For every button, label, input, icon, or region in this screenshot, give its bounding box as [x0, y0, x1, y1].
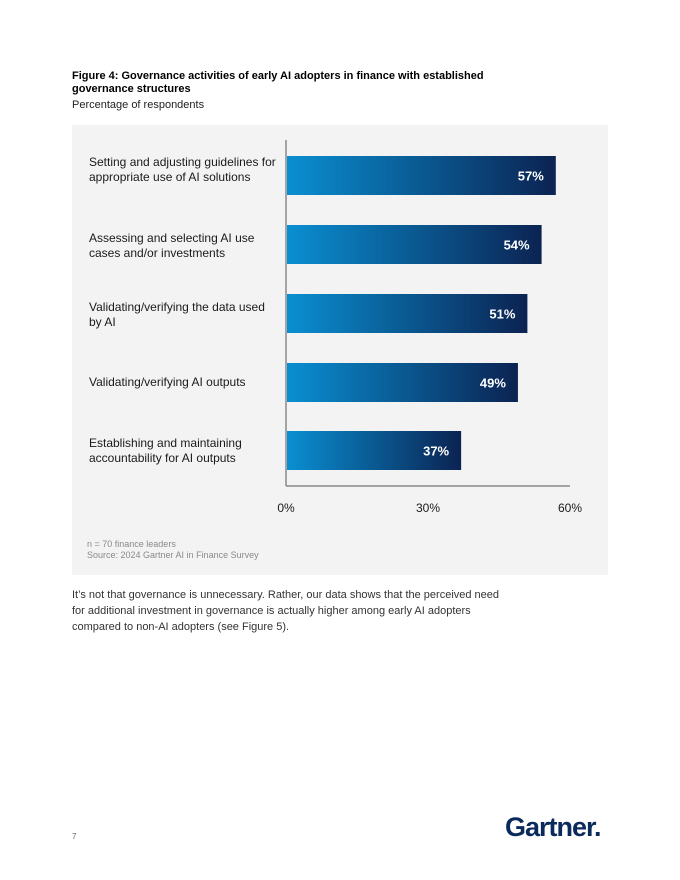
page-number: 7	[72, 832, 77, 841]
bar-0	[287, 156, 556, 195]
bar-value-label-2: 51%	[489, 307, 515, 322]
sample-note: n = 70 finance leaders	[87, 539, 176, 549]
bar-1	[287, 225, 542, 264]
chart-panel: Setting and adjusting guidelines for app…	[72, 125, 608, 575]
category-label-outputs: Validating/verifying AI outputs	[89, 375, 246, 389]
x-tick-label-0: 0%	[277, 501, 295, 515]
bar-4	[287, 431, 462, 470]
category-label-guidelines: Setting and adjusting guidelines for app…	[89, 155, 276, 184]
bar-3	[287, 363, 518, 402]
source-note: Source: 2024 Gartner AI in Finance Surve…	[87, 550, 259, 560]
gartner-logo: Gartner.	[505, 812, 602, 842]
bar-chart: 57% 54% 51% 49% 37% 0% 30% 60%	[277, 140, 582, 515]
category-label-accountability: Establishing and maintaining accountabil…	[89, 436, 242, 465]
x-tick-label-1: 30%	[416, 501, 440, 515]
bar-value-label-1: 54%	[504, 238, 530, 253]
figure-subtitle: Percentage of respondents	[72, 99, 205, 111]
category-label-use-cases: Assessing and selecting AI use cases and…	[89, 231, 255, 260]
category-label-data: Validating/verifying the data used by AI	[89, 300, 265, 329]
bar-value-label-0: 57%	[518, 169, 544, 184]
bar-value-label-4: 37%	[423, 444, 449, 459]
body-paragraph: It’s not that governance is unnecessary.…	[72, 589, 500, 633]
figure-title: Figure 4: Governance activities of early…	[72, 70, 484, 95]
x-tick-label-2: 60%	[558, 501, 582, 515]
bar-2	[287, 294, 528, 333]
bar-value-label-3: 49%	[480, 376, 506, 391]
